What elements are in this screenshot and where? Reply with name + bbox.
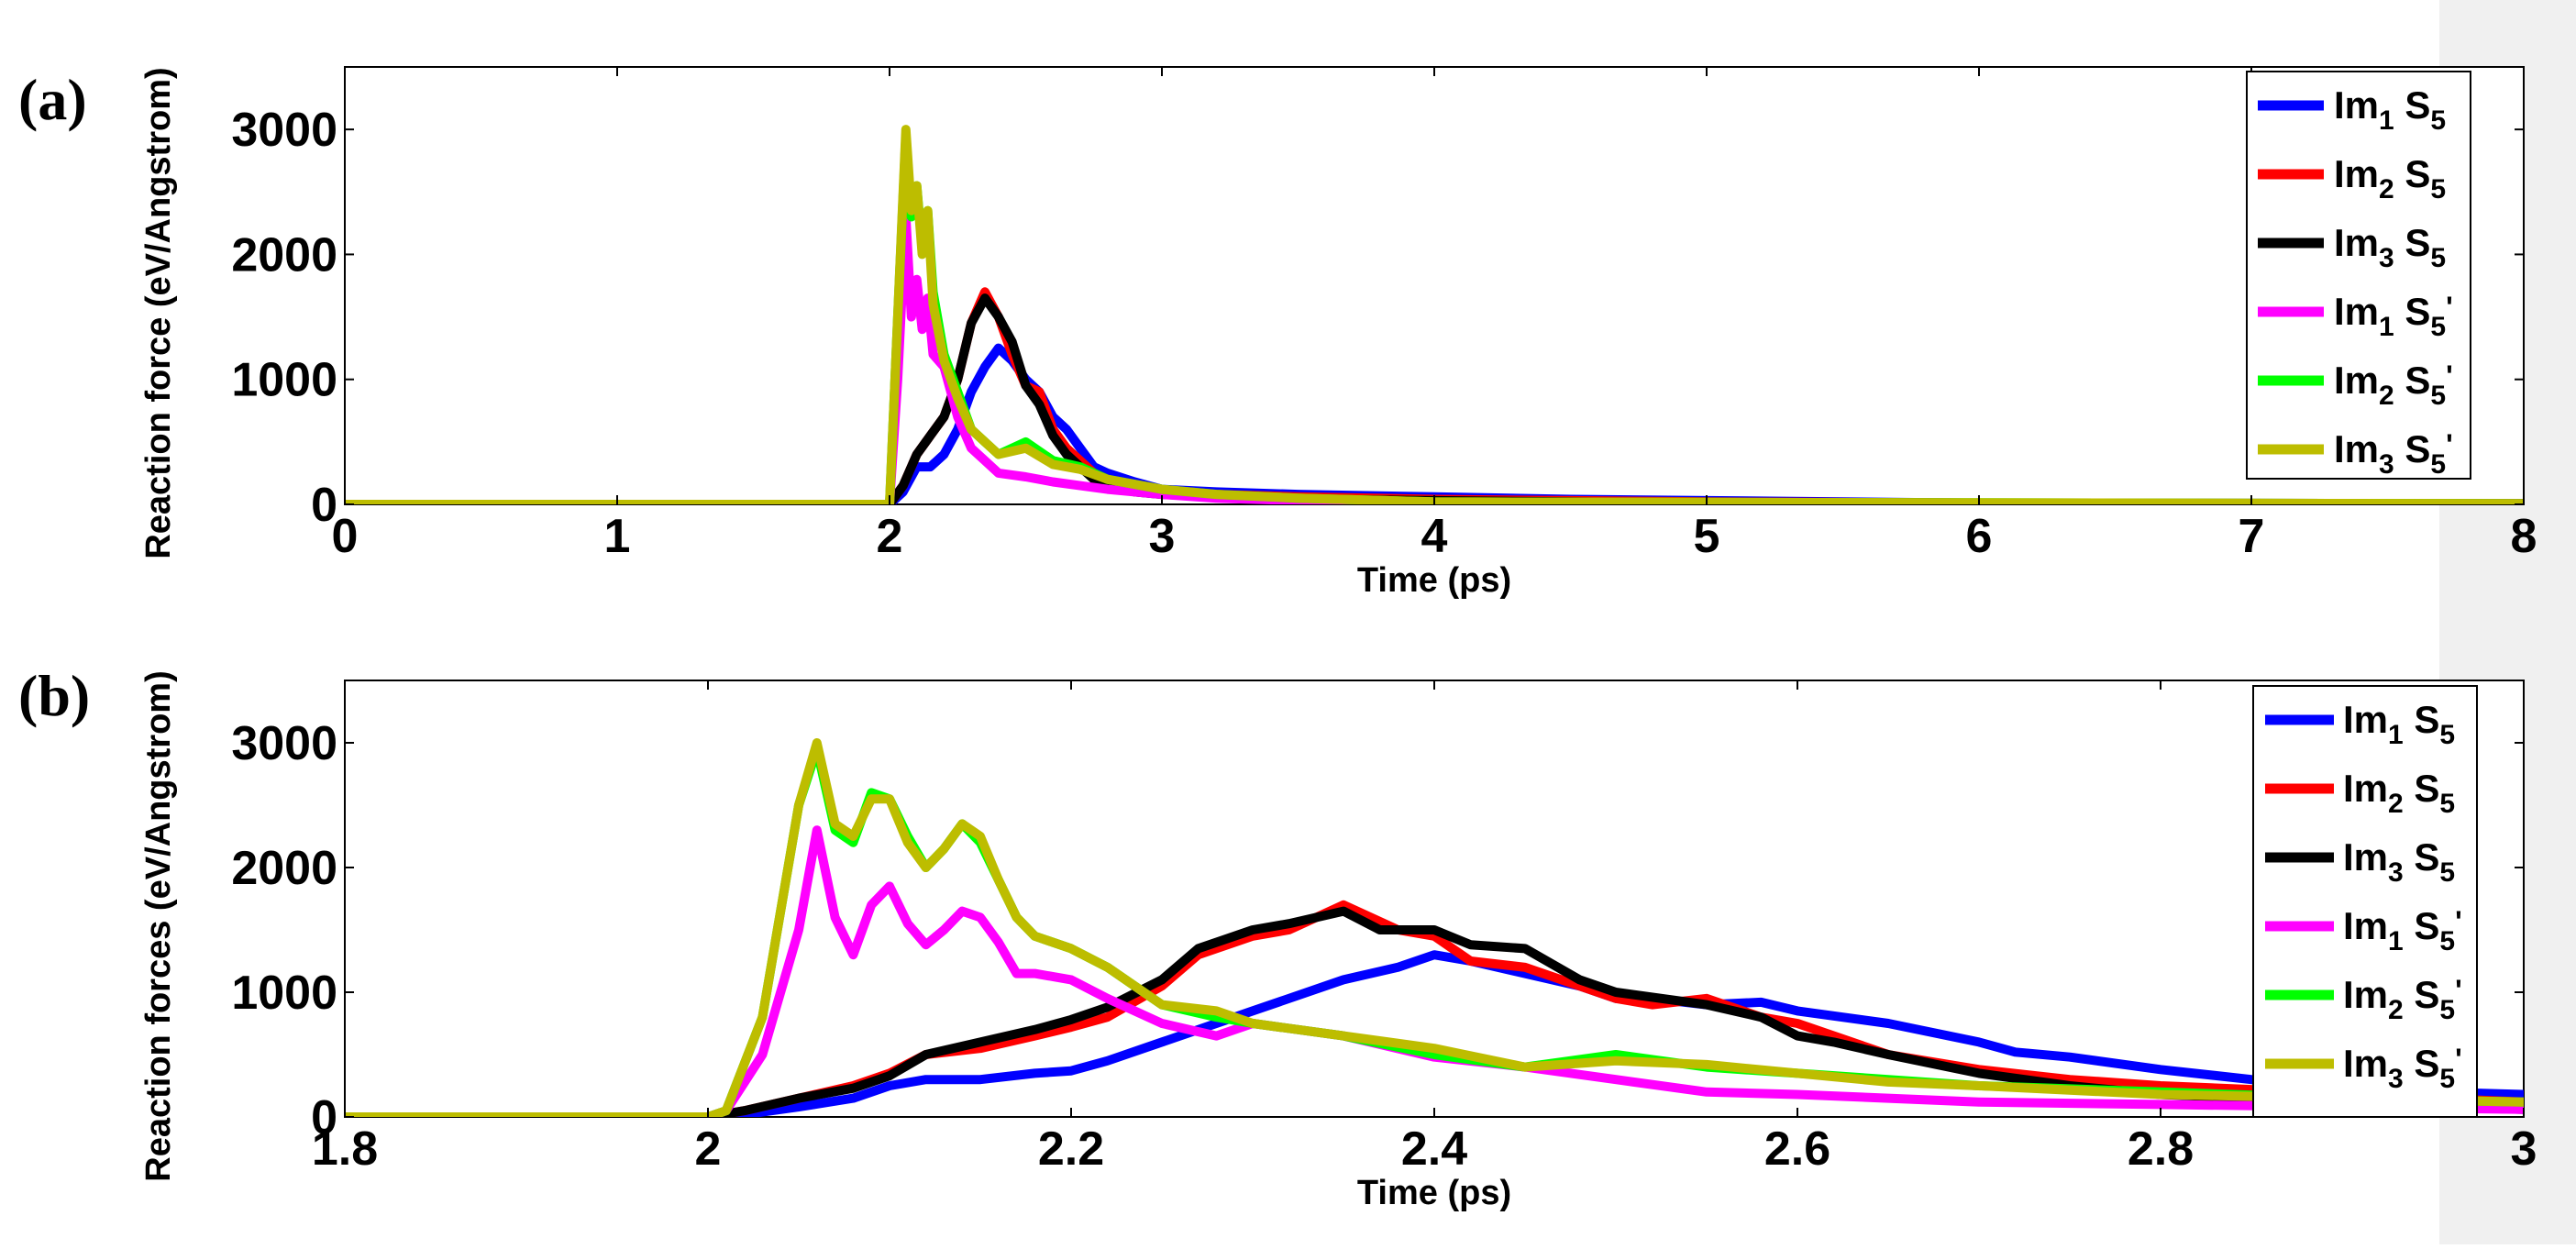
y-tick-label: 2000 [231,228,337,282]
legend-label: Im1 S5 [2343,698,2455,750]
series-line-6 [345,738,2524,1117]
legend: Im1 S5 Im2 S5 Im3 S5 Im1 S5' Im2 S5' Im3 S5' [2246,71,2471,480]
chart-panel-a: (a) 0 1 2 3 4 5 6 7 8 0 1000 2000 3000 Time (ps) Reacti… [18,66,2537,600]
series-line-1 [345,950,2524,1117]
x-tick-label: 3 [2511,1122,2537,1176]
x-tick-label: 1 [604,510,631,563]
legend-label: Im1 S5' [2334,290,2453,342]
x-tick-label: 4 [1421,510,1448,563]
series-group [345,125,2524,504]
y-tick-label: 0 [311,479,337,532]
series-line-4 [345,825,2524,1117]
legend-label: Im2 S5 [2343,767,2455,819]
x-axis-title: Time (ps) [1357,561,1511,600]
legend-label: Im1 S5' [2343,904,2462,956]
panel-label: (b) [18,663,90,728]
x-tick-label: 2 [877,510,903,563]
legend-label: Im2 S5 [2334,152,2446,204]
legend-label: Im3 S5 [2343,835,2455,888]
y-axis-title: Reaction forces (eV/Angstrom) [139,670,178,1181]
legend-label: Im2 S5' [2334,359,2453,411]
x-tick-label: 2 [695,1122,722,1176]
legend-label: Im1 S5 [2334,83,2446,136]
x-tick-label: 8 [2511,510,2537,563]
y-tick-label: 3000 [231,717,337,770]
x-tick-label: 5 [1694,510,1720,563]
legend-label: Im3 S5' [2343,1042,2462,1094]
y-tick-label: 1000 [231,967,337,1020]
series-group [345,738,2524,1117]
legend-box [2252,685,2478,1118]
panel-label: (a) [18,67,87,132]
x-tick-label: 2.8 [2128,1122,2194,1176]
x-tick-label: 3 [1149,510,1176,563]
x-tick-label: 2.2 [1038,1122,1104,1176]
series-line-3 [345,906,2524,1117]
x-tick-label: 0 [332,510,359,563]
x-tick-label: 6 [1966,510,1993,563]
x-tick-label: 7 [2239,510,2265,563]
legend-box [2246,71,2471,480]
x-tick-label: 2.6 [1764,1122,1830,1176]
x-axis-title: Time (ps) [1357,1174,1511,1212]
legend-label: Im3 S5 [2334,221,2446,273]
y-tick-label: 1000 [231,354,337,407]
legend-label: Im3 S5' [2334,427,2453,480]
x-tick-label: 1.8 [312,1122,378,1176]
plot-area [344,66,2525,505]
series-line-4 [345,212,2524,504]
chart-panel-b: (b) 1.8 2 2.2 2.4 2.6 2.8 3 0 1000 2000 3000 Time (p… [18,663,2537,1212]
series-line-6 [345,125,2524,504]
x-tick-label: 2.4 [1401,1122,1467,1176]
y-tick-label: 3000 [231,104,337,157]
y-tick-label: 2000 [231,842,337,895]
y-tick-label: 0 [311,1091,337,1144]
y-axis-title: Reaction force (eV/Angstrom) [139,67,178,558]
legend-label: Im2 S5' [2343,973,2462,1025]
legend: Im1 S5 Im2 S5 Im3 S5 Im1 S5' Im2 S5' Im3 S5' [2252,685,2478,1118]
